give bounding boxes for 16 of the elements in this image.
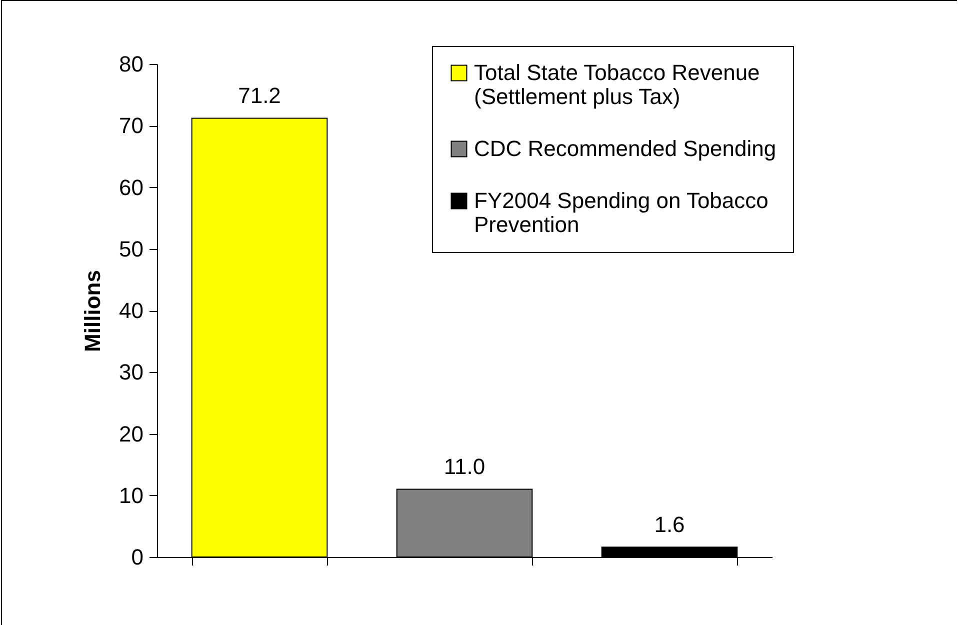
y-tick-label: 60	[119, 174, 144, 200]
legend-label: Total State Tobacco Revenue (Settlement plus Tax)	[474, 60, 760, 109]
data-label: 1.6	[654, 512, 685, 538]
legend-label: CDC Recommended Spending	[474, 136, 776, 161]
y-tick-label: 0	[131, 544, 144, 570]
y-tick-label: 70	[119, 113, 144, 138]
y-tick-label: 10	[119, 482, 144, 508]
y-tick-label: 80	[119, 52, 144, 76]
data-label: 71.2	[238, 83, 281, 108]
y-tick-label: 20	[119, 421, 144, 446]
y-tick-label: 30	[119, 360, 144, 385]
y-tick-label: 50	[119, 236, 144, 262]
data-label: 11.0	[444, 454, 486, 480]
y-tick-label: 40	[119, 298, 144, 323]
legend-label: FY2004 Spending on Tobacco Prevention	[474, 188, 768, 237]
y-axis-title: Millions	[80, 270, 106, 352]
